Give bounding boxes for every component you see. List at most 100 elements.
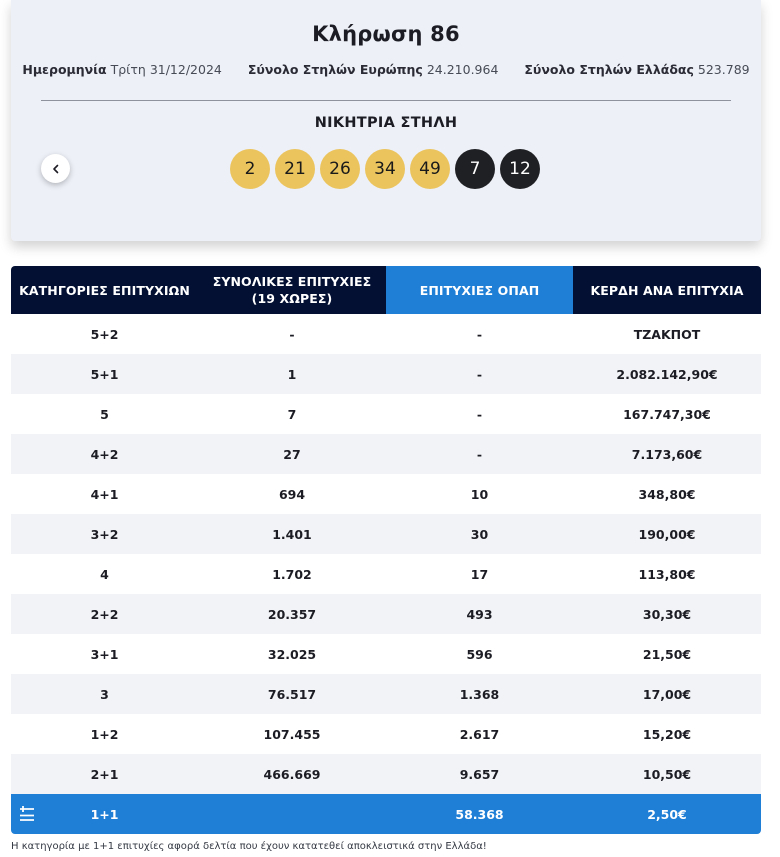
draw-summary-card: Κλήρωση 86 Ημερομηνία Τρίτη 31/12/2024 Σ… <box>11 0 761 241</box>
row-total-wins: 694 <box>278 486 306 502</box>
row-opap-wins: - <box>476 446 483 462</box>
header-prize-per-win: ΚΕΡΔΗ ΑΝΑ ΕΠΙΤΥΧΙΑ <box>590 282 744 298</box>
header-total-line2: (19 ΧΩΡΕΣ) <box>251 291 333 306</box>
row-prize: 30,30€ <box>642 606 692 622</box>
draw-date-value: Τρίτη 31/12/2024 <box>110 62 222 77</box>
europe-columns: Σύνολο Στηλών Ευρώπης 24.210.964 <box>248 62 503 77</box>
draw-title: Κλήρωση 86 <box>312 22 460 46</box>
row-category: 4 <box>100 566 109 582</box>
row-category: 4+1 <box>90 486 119 502</box>
header-categories: ΚΑΤΗΓΟΡΙΕΣ ΕΠΙΤΥΧΙΩΝ <box>19 282 190 298</box>
row-category: 3+1 <box>90 646 119 662</box>
row-category: 2+2 <box>90 606 119 622</box>
row-opap-wins: 10 <box>470 486 489 502</box>
table-row: 3+2 1.401 30 190,00€ <box>11 514 761 554</box>
table-body: 5+2 - - ΤΖΑΚΠΟΤ 5+1 1 - 2.082.142,90€ 5 7 - 167.747… <box>11 314 761 794</box>
special-row: 1+1 58.368 2,50€ <box>11 794 761 834</box>
table-row: 1+2 107.455 2.617 15,20€ <box>11 714 761 754</box>
table-row: 4 1.702 17 113,80€ <box>11 554 761 594</box>
europe-columns-value: 24.210.964 <box>426 62 499 77</box>
previous-draw-button[interactable] <box>41 154 70 183</box>
row-category: 2+1 <box>90 766 119 782</box>
row-category: 3 <box>100 686 109 702</box>
row-total-wins: - <box>289 326 295 342</box>
row-prize: 15,20€ <box>642 726 692 742</box>
row-prize: 167.747,30€ <box>623 406 711 422</box>
header-total-wins: ΣΥΝΟΛΙΚΕΣ ΕΠΙΤΥΧΙΕΣ (19 ΧΩΡΕΣ) <box>198 266 386 314</box>
footnote: Η κατηγορία με 1+1 επιτυχίες αφορά δελτί… <box>11 841 487 852</box>
row-opap-wins: 596 <box>466 646 493 662</box>
row-opap-wins: 493 <box>466 606 493 622</box>
row-category: 1+2 <box>90 726 119 742</box>
row-prize: 7.173,60€ <box>631 446 703 462</box>
row-category: 5 <box>100 406 109 422</box>
table-row: 2+2 20.357 493 30,30€ <box>11 594 761 634</box>
number-ball: 2 <box>230 149 270 189</box>
results-table: ΚΑΤΗΓΟΡΙΕΣ ΕΠΙΤΥΧΙΩΝ ΣΥΝΟΛΙΚΕΣ ΕΠΙΤΥΧΙΕΣ… <box>11 266 761 834</box>
number-ball: 49 <box>410 149 450 189</box>
header-total-line1: ΣΥΝΟΛΙΚΕΣ ΕΠΙΤΥΧΙΕΣ <box>212 274 372 289</box>
row-total-wins: 32.025 <box>267 646 317 662</box>
number-ball: 34 <box>365 149 405 189</box>
row-prize: 113,80€ <box>638 566 696 582</box>
table-header: ΚΑΤΗΓΟΡΙΕΣ ΕΠΙΤΥΧΙΩΝ ΣΥΝΟΛΙΚΕΣ ΕΠΙΤΥΧΙΕΣ… <box>11 266 761 314</box>
draw-meta: Ημερομηνία Τρίτη 31/12/2024 Σύνολο Στηλώ… <box>11 62 761 77</box>
row-opap-wins: - <box>476 326 483 342</box>
table-row: 4+1 694 10 348,80€ <box>11 474 761 514</box>
row-total-wins: 1.401 <box>272 526 312 542</box>
row-prize: 17,00€ <box>642 686 692 702</box>
europe-columns-label: Σύνολο Στηλών Ευρώπης <box>247 62 423 77</box>
greece-columns-label: Σύνολο Στηλών Ελλάδας <box>524 62 694 77</box>
row-prize: 21,50€ <box>642 646 692 662</box>
table-row: 5 7 - 167.747,30€ <box>11 394 761 434</box>
table-row: 4+2 27 - 7.173,60€ <box>11 434 761 474</box>
winning-numbers: 2 21 26 34 49 7 12 <box>230 149 540 189</box>
number-ball: 21 <box>275 149 315 189</box>
row-category: 5+1 <box>90 366 119 382</box>
table-row: 5+2 - - ΤΖΑΚΠΟΤ <box>11 314 761 354</box>
row-opap-wins: 2.617 <box>459 726 500 742</box>
row-opap-wins: - <box>476 366 483 382</box>
row-total-wins: 27 <box>283 446 301 462</box>
special-opap: 58.368 <box>455 806 504 822</box>
row-opap-wins: - <box>476 406 483 422</box>
row-total-wins: 1 <box>287 366 297 382</box>
draw-date-label: Ημερομηνία <box>22 62 107 77</box>
row-category: 4+2 <box>90 446 119 462</box>
row-total-wins: 107.455 <box>263 726 321 742</box>
tab-opap-wins[interactable]: ΕΠΙΤΥΧΙΕΣ ΟΠΑΠ <box>386 266 573 314</box>
row-opap-wins: 30 <box>470 526 489 542</box>
special-category: 1+1 <box>90 806 119 822</box>
row-total-wins: 20.357 <box>267 606 317 622</box>
table-row: 5+1 1 - 2.082.142,90€ <box>11 354 761 394</box>
star-ball: 7 <box>455 149 495 189</box>
table-row: 3 76.517 1.368 17,00€ <box>11 674 761 714</box>
table-row: 2+1 466.669 9.657 10,50€ <box>11 754 761 794</box>
star-ball: 12 <box>500 149 540 189</box>
divider <box>41 100 731 101</box>
row-opap-wins: 1.368 <box>459 686 500 702</box>
row-total-wins: 7 <box>287 406 297 422</box>
row-total-wins: 466.669 <box>263 766 321 782</box>
greece-columns: Σύνολο Στηλών Ελλάδας 523.789 <box>524 62 749 77</box>
table-row: 3+1 32.025 596 21,50€ <box>11 634 761 674</box>
greece-columns-value: 523.789 <box>697 62 750 77</box>
row-prize: 190,00€ <box>638 526 696 542</box>
row-total-wins: 1.702 <box>272 566 312 582</box>
special-total <box>198 794 386 834</box>
row-category: 5+2 <box>90 326 119 342</box>
winning-column-title: ΝΙΚΗΤΡΙΑ ΣΤΗΛΗ <box>314 115 458 131</box>
special-prize: 2,50€ <box>647 806 687 822</box>
row-prize: ΤΖΑΚΠΟΤ <box>633 326 701 342</box>
number-ball: 26 <box>320 149 360 189</box>
row-category: 3+2 <box>90 526 119 542</box>
row-prize: 2.082.142,90€ <box>616 366 718 382</box>
row-prize: 348,80€ <box>638 486 696 502</box>
draw-date: Ημερομηνία Τρίτη 31/12/2024 <box>22 62 225 77</box>
row-opap-wins: 17 <box>470 566 489 582</box>
row-opap-wins: 9.657 <box>459 766 500 782</box>
plus-minus-icon <box>20 806 34 821</box>
chevron-left-icon <box>52 164 58 173</box>
row-total-wins: 76.517 <box>267 686 317 702</box>
row-prize: 10,50€ <box>642 766 692 782</box>
